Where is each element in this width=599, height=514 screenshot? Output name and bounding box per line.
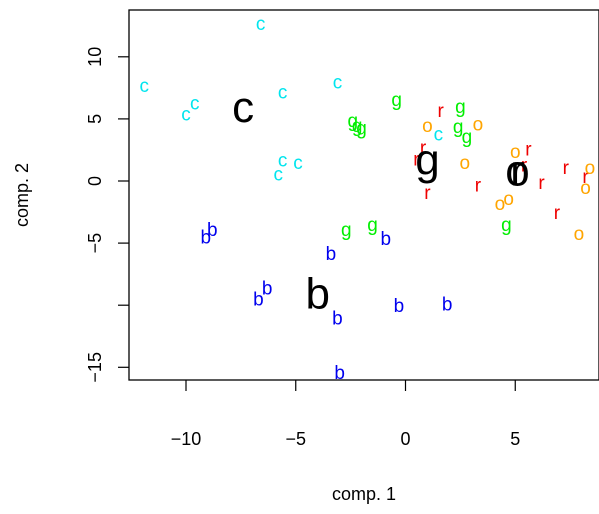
point-c: c: [278, 82, 288, 103]
point-g: g: [462, 127, 473, 148]
x-tick-label: 5: [510, 429, 520, 449]
point-b: b: [380, 229, 391, 250]
point-r: r: [424, 183, 431, 204]
point-g: g: [367, 215, 378, 236]
point-o: o: [495, 194, 506, 215]
point-g: g: [455, 97, 466, 118]
centroid-r: r: [510, 147, 525, 196]
point-o: o: [422, 116, 433, 137]
point-c: c: [256, 14, 266, 35]
point-g: g: [352, 116, 363, 137]
point-r: r: [563, 158, 570, 179]
point-b: b: [334, 363, 345, 384]
point-o: o: [580, 178, 591, 199]
point-r: r: [420, 138, 427, 159]
point-r: r: [525, 139, 532, 160]
axis-ticks: −10 −5 0 5 −15 −5 0 5 10: [85, 47, 520, 449]
point-c: c: [190, 93, 200, 114]
y-tick-label: −5: [85, 233, 105, 254]
x-tick-label: −5: [285, 429, 306, 449]
point-o: o: [574, 224, 585, 245]
point-b: b: [326, 244, 337, 265]
x-axis-label: comp. 1: [332, 484, 396, 504]
point-b: b: [262, 279, 273, 300]
point-g: g: [348, 111, 359, 132]
y-tick-label: −15: [85, 352, 105, 383]
centroid-g: g: [415, 135, 439, 184]
point-b: b: [442, 295, 453, 316]
plot-frame: [128, 9, 599, 381]
y-tick-label: 5: [85, 114, 105, 124]
centroid-o: o: [505, 147, 529, 196]
y-tick-label: 0: [85, 176, 105, 186]
point-r: r: [413, 149, 420, 170]
point-c: c: [273, 164, 283, 185]
point-b: b: [394, 296, 405, 317]
point-o: o: [473, 115, 484, 136]
point-r: r: [437, 101, 444, 122]
point-o: o: [503, 189, 514, 210]
point-b: b: [332, 308, 343, 329]
point-r: r: [521, 156, 528, 177]
y-tick-label: 10: [85, 47, 105, 67]
point-o: o: [459, 153, 470, 174]
point-c: c: [434, 125, 444, 146]
y-axis-label: comp. 2: [12, 163, 32, 227]
point-b: b: [200, 228, 211, 249]
point-b: b: [207, 220, 218, 241]
centroid-labels: cbg ro: [232, 83, 530, 318]
point-r: r: [475, 175, 482, 196]
point-o: o: [510, 142, 521, 163]
point-g: g: [341, 220, 352, 241]
point-r: r: [538, 173, 545, 194]
point-g: g: [356, 118, 367, 139]
point-r: r: [582, 167, 589, 188]
point-c: c: [333, 72, 343, 93]
centroid-b: b: [305, 270, 329, 319]
x-tick-label: 0: [400, 429, 410, 449]
point-g: g: [501, 215, 512, 236]
point-o: o: [585, 158, 596, 179]
centroid-c: c: [232, 83, 254, 132]
point-r: r: [554, 203, 561, 224]
point-c: c: [140, 76, 150, 97]
point-g: g: [391, 90, 402, 111]
point-g: g: [453, 117, 464, 138]
point-c: c: [278, 151, 288, 172]
point-c: c: [293, 153, 303, 174]
x-tick-label: −10: [171, 429, 202, 449]
point-b: b: [253, 290, 264, 311]
point-c: c: [181, 105, 191, 126]
